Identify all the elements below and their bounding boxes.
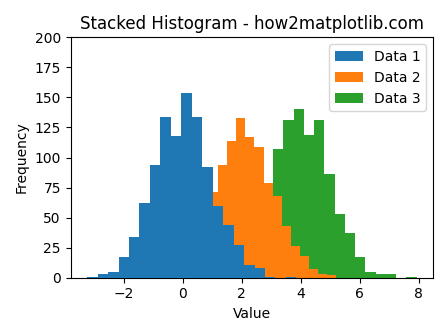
Bar <box>291 247 300 278</box>
Bar <box>202 167 213 278</box>
Legend: Data 1, Data 2, Data 3: Data 1, Data 2, Data 3 <box>329 44 426 111</box>
Bar <box>191 238 200 278</box>
Bar <box>164 270 173 278</box>
Bar <box>209 193 218 278</box>
Bar <box>327 275 336 278</box>
Bar <box>263 183 272 278</box>
Bar <box>98 274 108 278</box>
Bar <box>222 272 232 278</box>
Bar <box>304 135 314 278</box>
Y-axis label: Frequency: Frequency <box>15 122 29 194</box>
Bar <box>213 206 223 278</box>
Bar <box>87 277 98 278</box>
Bar <box>309 269 318 278</box>
Bar <box>182 255 191 278</box>
Bar <box>273 149 283 278</box>
Bar <box>406 277 417 278</box>
Bar <box>171 136 181 278</box>
Bar <box>265 277 276 278</box>
Bar <box>108 272 119 278</box>
Bar <box>355 257 365 278</box>
Bar <box>283 120 293 278</box>
Bar <box>233 245 244 278</box>
Bar <box>129 237 139 278</box>
Bar <box>263 187 273 278</box>
Bar <box>335 214 345 278</box>
Bar <box>286 277 297 278</box>
Bar <box>244 264 254 278</box>
Bar <box>282 226 291 278</box>
Bar <box>200 222 209 278</box>
Bar <box>254 268 265 278</box>
Bar <box>232 262 242 278</box>
Bar <box>192 117 202 278</box>
Bar <box>365 272 375 278</box>
Bar <box>293 110 304 278</box>
Bar <box>227 141 237 278</box>
Bar <box>375 274 386 278</box>
Bar <box>272 196 282 278</box>
Bar <box>139 203 150 278</box>
Bar <box>314 120 324 278</box>
Bar <box>218 165 227 278</box>
Bar <box>237 118 246 278</box>
Bar <box>242 250 253 278</box>
Bar <box>324 174 335 278</box>
Bar <box>181 93 192 278</box>
Bar <box>300 256 309 278</box>
Bar <box>211 274 222 278</box>
Bar <box>150 165 160 278</box>
Bar <box>253 220 263 278</box>
Bar <box>318 274 327 278</box>
Bar <box>223 225 233 278</box>
X-axis label: Value: Value <box>233 307 271 321</box>
Bar <box>119 257 129 278</box>
Bar <box>246 137 254 278</box>
Bar <box>386 274 396 278</box>
Bar <box>345 233 355 278</box>
Bar <box>254 147 263 278</box>
Bar <box>173 270 182 278</box>
Title: Stacked Histogram - how2matplotlib.com: Stacked Histogram - how2matplotlib.com <box>80 15 424 33</box>
Bar <box>160 117 171 278</box>
Bar <box>155 270 164 278</box>
